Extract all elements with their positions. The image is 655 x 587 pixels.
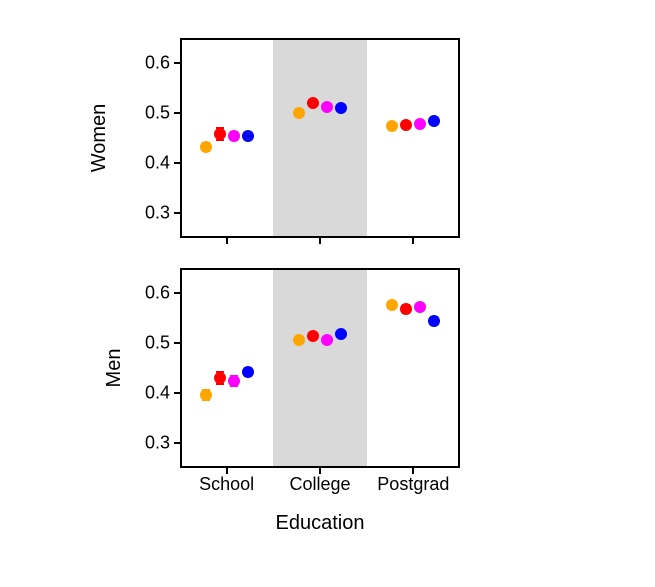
- data-point: [242, 366, 254, 378]
- ytick-label: 0.6: [145, 53, 170, 74]
- data-point: [214, 372, 226, 384]
- ytick: [174, 62, 180, 64]
- data-point: [386, 299, 398, 311]
- xtick-label: Postgrad: [377, 474, 449, 495]
- ytick: [174, 442, 180, 444]
- ylabel-women: Women: [88, 104, 111, 173]
- data-point: [242, 130, 254, 142]
- figure: 0.30.40.50.6Women0.30.40.50.6SchoolColle…: [0, 0, 655, 587]
- xlabel: Education: [276, 512, 365, 535]
- xtick-label: College: [289, 474, 350, 495]
- ytick: [174, 392, 180, 394]
- data-point: [228, 130, 240, 142]
- data-point: [293, 334, 305, 346]
- ytick-label: 0.3: [145, 433, 170, 454]
- ytick-label: 0.5: [145, 103, 170, 124]
- data-point: [428, 315, 440, 327]
- data-point: [228, 375, 240, 387]
- data-point: [200, 389, 212, 401]
- ytick-label: 0.3: [145, 203, 170, 224]
- xtick-label: School: [199, 474, 254, 495]
- xtick: [319, 238, 321, 244]
- data-point: [335, 328, 347, 340]
- data-point: [428, 115, 440, 127]
- data-point: [400, 303, 412, 315]
- data-point: [293, 107, 305, 119]
- data-point: [335, 102, 347, 114]
- panel-men: 0.30.40.50.6SchoolCollegePostgradMenEduc…: [180, 268, 460, 468]
- data-point: [414, 118, 426, 130]
- xtick: [412, 238, 414, 244]
- ytick-label: 0.5: [145, 333, 170, 354]
- shaded-band: [273, 38, 366, 238]
- ytick: [174, 342, 180, 344]
- data-point: [200, 141, 212, 153]
- data-point: [214, 128, 226, 140]
- ytick-label: 0.4: [145, 383, 170, 404]
- ylabel-men: Men: [103, 349, 126, 388]
- shaded-band: [273, 268, 366, 468]
- data-point: [400, 119, 412, 131]
- data-point: [307, 97, 319, 109]
- data-point: [307, 330, 319, 342]
- ytick: [174, 212, 180, 214]
- xtick: [226, 238, 228, 244]
- data-point: [321, 334, 333, 346]
- data-point: [386, 120, 398, 132]
- data-point: [321, 101, 333, 113]
- ytick: [174, 112, 180, 114]
- ytick: [174, 162, 180, 164]
- ytick: [174, 292, 180, 294]
- ytick-label: 0.6: [145, 283, 170, 304]
- panel-women: 0.30.40.50.6Women: [180, 38, 460, 238]
- ytick-label: 0.4: [145, 153, 170, 174]
- data-point: [414, 301, 426, 313]
